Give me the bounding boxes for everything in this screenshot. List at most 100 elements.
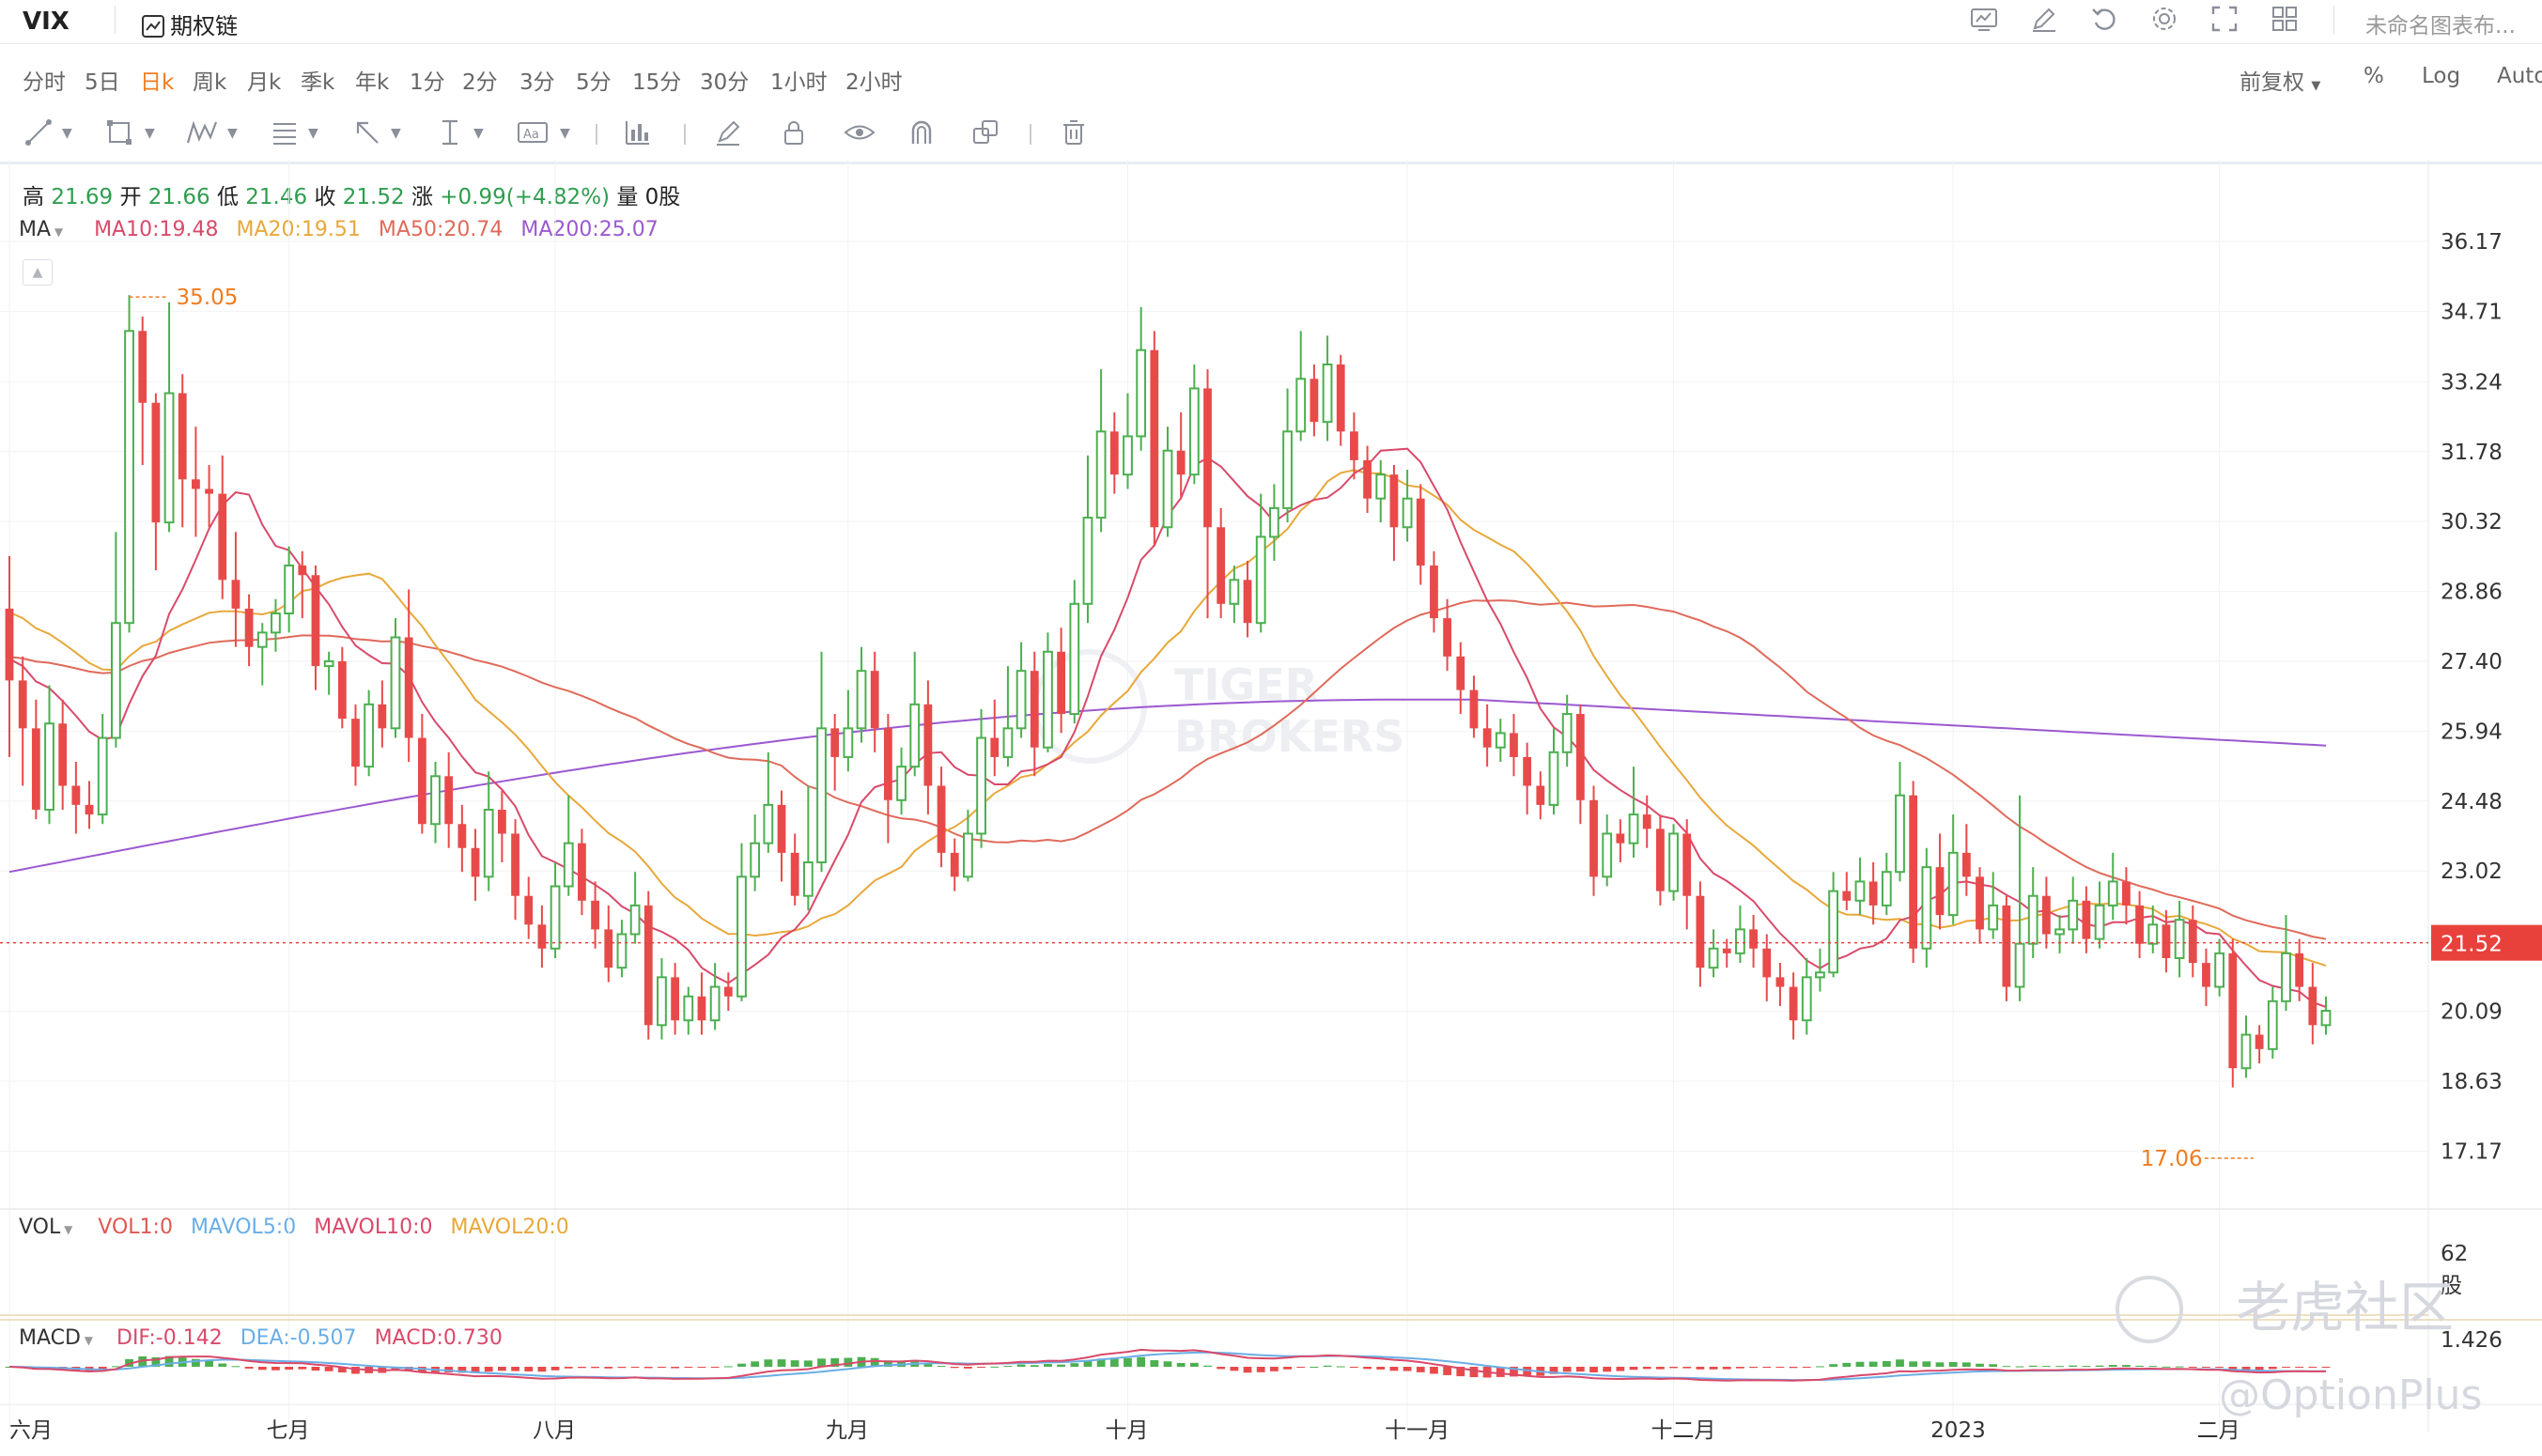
magnet-icon[interactable] [907,118,936,153]
macd-bar [524,1367,534,1371]
macd-bar [324,1367,333,1371]
log-toggle[interactable]: Log [2422,64,2461,88]
symbol-title[interactable]: VIX [23,8,70,36]
macd-indicator-select[interactable]: MACD ▼ [19,1326,93,1350]
period-5min[interactable]: 5分 [576,70,612,95]
period-monthly[interactable]: 月k [247,70,282,95]
chevron-down-icon[interactable]: ▼ [473,126,484,141]
percent-toggle[interactable]: % [2364,64,2384,88]
brush-tool-icon[interactable] [714,118,742,153]
period-quarterly[interactable]: 季k [301,70,335,95]
period-15min[interactable]: 15分 [632,70,682,95]
macd-bar [2268,1367,2277,1370]
candle [709,963,721,1030]
ma-name: MA [19,218,52,241]
macd-bar [990,1366,1000,1368]
settings-gear-icon[interactable] [2149,4,2179,40]
candle [802,785,814,911]
candle [1947,814,1959,925]
bar-chart-tool-icon[interactable] [624,118,652,153]
candle [736,843,747,1001]
period-yearly[interactable]: 年k [355,70,390,95]
period-2min[interactable]: 2分 [462,70,498,95]
layout-grid-icon[interactable] [2270,4,2300,40]
period-1hour[interactable]: 1小时 [770,70,828,95]
candle [271,598,281,652]
candle-body [870,671,879,729]
lock-icon[interactable] [780,118,808,153]
eye-icon[interactable] [844,118,876,153]
candle [97,714,108,825]
candle-body [537,924,547,949]
chevron-down-icon[interactable]: ▼ [391,126,401,141]
candle-body [2214,952,2225,988]
chevron-down-icon[interactable]: ▼ [308,126,318,141]
candle-body [1602,832,1613,878]
trash-icon[interactable] [1060,118,1088,153]
period-weekly[interactable]: 周k [193,70,227,95]
period-2hour[interactable]: 2小时 [845,70,903,95]
candle [2094,881,2105,949]
candle-body [802,861,814,897]
candle-body [697,996,706,1021]
fullscreen-icon[interactable] [2209,4,2240,40]
period-5day[interactable]: 5日 [85,70,120,95]
macd-bar [2295,1367,2304,1368]
chart-layout-name[interactable]: 未命名图表布... [2365,14,2516,39]
screenshot-icon[interactable] [1969,4,1999,40]
text-tool-icon[interactable]: Aa [517,118,549,153]
vol-name: VOL [19,1216,61,1239]
candle-body [976,736,986,835]
chevron-down-icon[interactable]: ▼ [62,126,72,141]
candle [178,374,187,528]
candle-body [178,393,187,480]
candle [163,302,175,533]
arrow-tool-icon[interactable] [353,118,381,153]
period-selector: 分时 5日 日k 周k 月k 季k 年k 1分 2分 3分 5分 15分 30分… [0,43,2542,109]
period-3min[interactable]: 3分 [519,70,555,95]
candle-body [1310,379,1319,423]
period-1min[interactable]: 1分 [410,70,445,95]
period-30min[interactable]: 30分 [700,70,750,95]
candle [1268,484,1279,561]
clone-icon[interactable] [971,118,1000,153]
measure-tool-icon[interactable] [436,118,464,153]
chevron-down-icon[interactable]: ▼ [145,126,155,141]
vol-indicator-select[interactable]: VOL ▼ [19,1216,72,1239]
collapse-chevron-up-icon[interactable]: ▲ [23,259,53,286]
dea-line [8,1351,2326,1382]
candle [364,689,375,777]
period-intraday[interactable]: 分时 [23,70,66,95]
period-daily[interactable]: 日k [140,70,175,95]
candle [2240,1015,2252,1078]
macd-bar [1230,1367,1239,1371]
trend-line-tool-icon[interactable] [24,118,53,153]
rectangle-tool-icon[interactable] [105,118,133,153]
ma-indicator-select[interactable]: MA ▼ [19,218,63,241]
option-chain-link[interactable]: 期权链 [141,8,238,40]
macd-bar [2069,1365,2078,1367]
candle [2147,905,2159,953]
candle-body [2320,1010,2332,1027]
candle [497,790,506,863]
auto-toggle[interactable]: Auto [2497,64,2542,88]
macd-bar [2002,1366,2011,1368]
macd-bar [2241,1367,2251,1371]
pattern-tool-icon[interactable] [186,118,218,153]
chevron-down-icon[interactable]: ▼ [560,126,570,141]
candle-body [1762,948,1772,978]
chevron-down-icon[interactable]: ▼ [227,126,238,141]
macd-bar [777,1359,786,1367]
undo-icon[interactable] [2089,4,2119,40]
macd-bar [950,1367,959,1369]
edit-icon[interactable] [2029,4,2059,40]
candle [1854,857,1866,916]
macd-bar [1868,1361,1878,1367]
candle-body [390,636,401,730]
low-label: 低 [216,185,239,209]
fibonacci-tool-icon[interactable] [271,118,299,153]
high-label: 高 [23,185,44,209]
macd-bar [271,1367,280,1371]
adjust-select[interactable]: 前复权 ▼ [2240,64,2320,96]
